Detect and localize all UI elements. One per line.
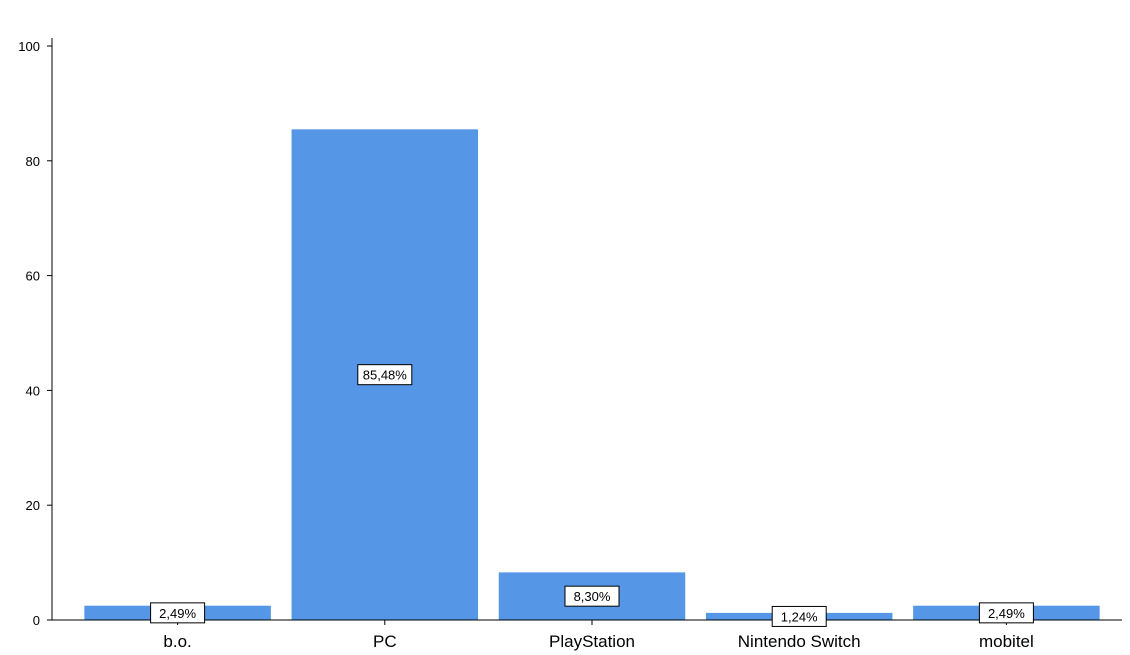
data-label: 1,24% (771, 605, 827, 627)
x-tick-label: PlayStation (549, 632, 635, 651)
y-tick-label: 60 (26, 269, 40, 284)
y-tick-label: 20 (26, 498, 40, 513)
data-label-box (978, 602, 1034, 624)
x-axis: b.o. PC PlayStation Nintendo Switch mobitel (52, 619, 1122, 651)
data-label-text: 8,30% (574, 589, 611, 604)
y-tick-label: 80 (26, 154, 40, 169)
data-label: 85,48% (357, 364, 413, 386)
data-label: 2,49% (150, 602, 206, 624)
y-axis: 0 20 40 60 80 100 (18, 38, 53, 628)
bars-group (84, 129, 1100, 621)
x-tick-label: b.o. (163, 632, 191, 651)
data-label-box (771, 605, 827, 627)
y-tick-label: 100 (18, 39, 40, 54)
x-tick-label: mobitel (979, 632, 1034, 651)
data-labels-group: 2,49% 85,48% 8,30% 1,24% 2,49% (150, 364, 1034, 627)
data-label-box (150, 602, 206, 624)
data-label: 2,49% (978, 602, 1034, 624)
y-tick-label: 0 (33, 613, 40, 628)
x-tick-label: PC (373, 632, 397, 651)
data-label-box (357, 364, 413, 386)
data-label-box (564, 585, 620, 607)
data-label-text: 1,24% (781, 609, 818, 624)
data-label-text: 2,49% (988, 606, 1025, 621)
data-label-text: 2,49% (159, 606, 196, 621)
data-label-text: 85,48% (363, 368, 408, 383)
x-tick-label: Nintendo Switch (738, 632, 861, 651)
data-label: 8,30% (564, 585, 620, 607)
y-tick-label: 40 (26, 383, 40, 398)
